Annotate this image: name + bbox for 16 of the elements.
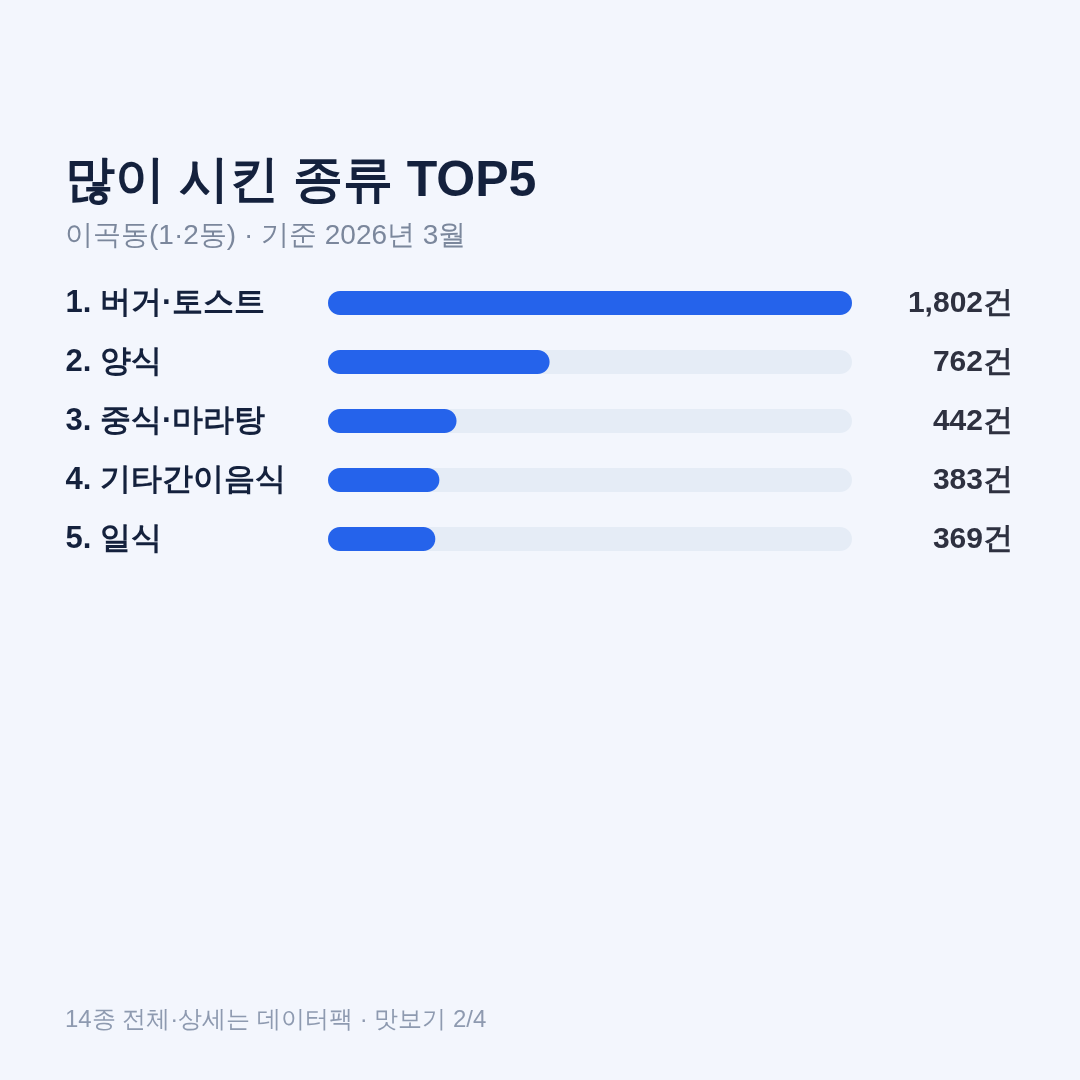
y-tick-label: 4. 기타간이음식 bbox=[65, 461, 286, 496]
y-tick-label: 1. 버거·토스트 bbox=[65, 284, 266, 319]
chart-title: 많이 시킨 종류 TOP5 bbox=[65, 151, 537, 207]
bar bbox=[328, 409, 457, 433]
text: 14종 전체·상세는 데이터팩 · 맛보기 2/4 bbox=[65, 1005, 487, 1032]
data-label: 369건 bbox=[932, 521, 1013, 554]
data-label: 442건 bbox=[932, 403, 1013, 436]
chart-subtitle: 이곡동(1·2동) · 기준 2026년 3월 bbox=[65, 219, 467, 250]
bar bbox=[328, 527, 436, 551]
y-tick-label: 2. 양식 bbox=[65, 343, 162, 378]
data-label: 1,802건 bbox=[907, 285, 1013, 318]
data-label: 762건 bbox=[932, 344, 1013, 377]
y-tick-label: 5. 일식 bbox=[65, 520, 162, 555]
bar bbox=[328, 468, 440, 492]
data-label: 383건 bbox=[932, 462, 1013, 495]
y-tick-label: 3. 중식·마라탕 bbox=[65, 402, 266, 437]
